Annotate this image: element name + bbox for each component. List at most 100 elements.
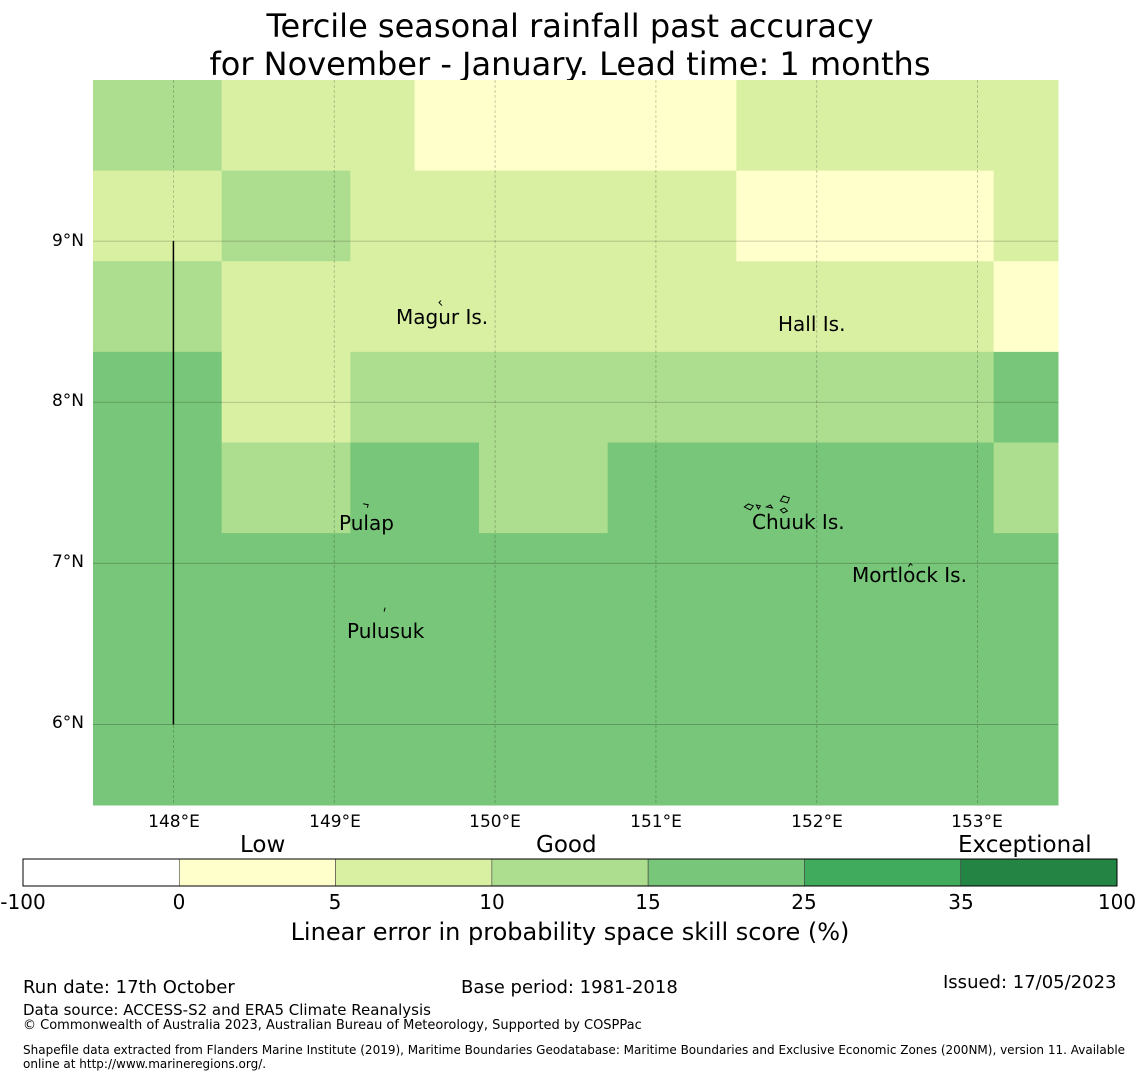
lon-label-153e: 153°E [951, 812, 1003, 832]
skill-cell [350, 261, 416, 353]
skill-cell [157, 80, 223, 172]
skill-cell [350, 170, 416, 262]
colorbar-tick-label: -100 [0, 890, 46, 914]
skill-cell [93, 351, 158, 443]
skill-cell [350, 623, 416, 715]
skill-cell [736, 170, 802, 262]
skill-cell [479, 170, 544, 262]
skill-cell [672, 170, 737, 262]
skill-cell [607, 170, 673, 262]
skill-cell [865, 533, 930, 625]
skill-cell [672, 351, 737, 443]
category-good: Good [536, 832, 597, 858]
skill-cell [929, 80, 995, 172]
skill-cell [286, 714, 351, 806]
skill-cell [865, 261, 930, 353]
skill-cell [414, 80, 480, 172]
skill-cell [543, 80, 609, 172]
skill-cell [414, 261, 480, 353]
skill-cell [800, 442, 866, 534]
colorbar [22, 858, 1118, 887]
skill-cell [993, 442, 1059, 534]
skill-cell [672, 80, 737, 172]
skill-cell [607, 442, 673, 534]
skill-cell [672, 442, 737, 534]
base-period: Base period: 1981-2018 [461, 977, 678, 998]
skill-cell [479, 533, 544, 625]
skill-cell [929, 351, 995, 443]
skill-cell [414, 442, 480, 534]
skill-cell [157, 533, 223, 625]
skill-cell [221, 442, 287, 534]
skill-cell [672, 714, 737, 806]
skill-cell [607, 714, 673, 806]
skill-cell [543, 351, 609, 443]
skill-cell [993, 623, 1059, 715]
skill-cell [929, 170, 995, 262]
skill-cell [607, 623, 673, 715]
colorbar-bin [335, 858, 493, 887]
skill-cell [479, 623, 544, 715]
skill-cell [414, 714, 480, 806]
skill-cell [286, 623, 351, 715]
colorbar-tick-label: 10 [479, 890, 505, 914]
skill-cell [929, 714, 995, 806]
skill-cell [221, 714, 287, 806]
skill-cell [929, 533, 995, 625]
island-outline [383, 607, 386, 612]
lon-label-149e: 149°E [309, 812, 361, 832]
island-outline [908, 562, 913, 567]
skill-cell [221, 80, 287, 172]
skill-cell [736, 533, 802, 625]
skill-cell [993, 351, 1059, 443]
skill-cell [157, 714, 223, 806]
skill-cell [993, 170, 1059, 262]
skill-cell [157, 623, 223, 715]
skill-cell [286, 261, 351, 353]
skill-cell [157, 170, 223, 262]
place-label: Mortlock Is. [852, 563, 967, 587]
colorbar-bin [178, 858, 336, 887]
place-label: Pulap [339, 511, 394, 535]
lat-label-8n: 8°N [51, 391, 84, 411]
colorbar-bin [647, 858, 805, 887]
skill-cell [607, 261, 673, 353]
chart-title-line1: Tercile seasonal rainfall past accuracy [266, 7, 874, 45]
data-source: Data source: ACCESS-S2 and ERA5 Climate … [23, 1001, 431, 1019]
skill-cell [993, 714, 1059, 806]
run-date: Run date: 17th October [23, 977, 235, 998]
colorbar-tick-label: 35 [948, 890, 974, 914]
skill-cell [993, 261, 1059, 353]
skill-cell [736, 714, 802, 806]
skill-cell [479, 351, 544, 443]
shapefile-credit-line1: Shapefile data extracted from Flanders M… [23, 1043, 1126, 1057]
lat-label-6n: 6°N [51, 713, 84, 733]
skill-cell [93, 533, 158, 625]
skill-cell [672, 623, 737, 715]
skill-cell [736, 442, 802, 534]
skill-cell [350, 714, 416, 806]
skill-cell [543, 714, 609, 806]
skill-cell [865, 623, 930, 715]
skill-cell [800, 623, 866, 715]
skill-cell [736, 623, 802, 715]
skill-cell [286, 80, 351, 172]
colorbar-tick-label: 15 [635, 890, 661, 914]
colorbar-frame [22, 858, 1118, 887]
skill-cell [93, 170, 158, 262]
skill-cell [157, 351, 223, 443]
island-outline [743, 495, 791, 514]
chart-title-line2: for November - January. Lead time: 1 mon… [209, 45, 931, 83]
skill-cell [93, 80, 158, 172]
skill-cell [543, 533, 609, 625]
skill-cell [800, 714, 866, 806]
skill-cell [865, 442, 930, 534]
skill-cell [414, 533, 480, 625]
island-outline [363, 503, 369, 508]
colorbar-tick-label: 100 [1097, 890, 1137, 914]
skill-cell [479, 442, 544, 534]
skill-cell [865, 80, 930, 172]
skill-cell [993, 80, 1059, 172]
lon-label-152e: 152°E [791, 812, 843, 832]
